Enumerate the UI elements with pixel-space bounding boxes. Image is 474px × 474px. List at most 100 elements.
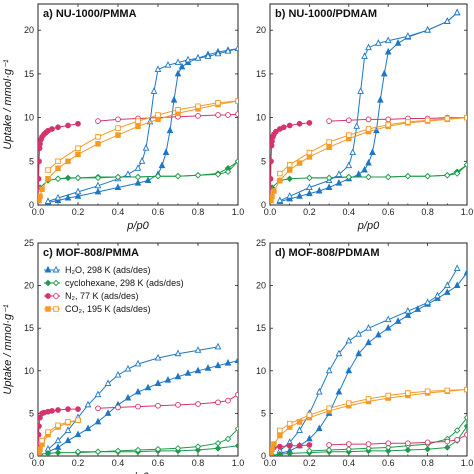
x-tick-label: 0.6 xyxy=(382,458,395,468)
y-tick-label: 0 xyxy=(261,451,266,461)
data-point xyxy=(38,175,42,182)
data-point xyxy=(104,379,112,387)
data-point xyxy=(306,120,313,126)
data-point xyxy=(225,112,231,118)
data-point xyxy=(365,116,372,123)
data-point xyxy=(39,437,45,444)
data-point xyxy=(464,386,467,393)
data-point xyxy=(365,323,372,331)
data-point xyxy=(235,391,238,398)
data-point xyxy=(74,187,82,195)
y-tick-label: 15 xyxy=(24,323,34,333)
data-point xyxy=(154,353,162,361)
data-point xyxy=(224,358,232,366)
legend-entry-label: H₂O, 298 K (ads/des) xyxy=(65,265,151,275)
data-point xyxy=(142,143,150,151)
data-point xyxy=(270,193,275,200)
data-point xyxy=(184,369,192,376)
y-tick-label: 5 xyxy=(29,408,34,418)
data-point xyxy=(134,387,142,395)
data-point xyxy=(434,291,441,299)
data-point xyxy=(463,414,467,421)
data-point xyxy=(38,446,43,452)
data-point xyxy=(286,192,294,199)
data-point xyxy=(443,17,451,24)
data-point xyxy=(296,160,303,166)
data-point xyxy=(404,172,412,180)
data-point xyxy=(235,111,238,117)
data-point xyxy=(369,148,376,156)
data-point xyxy=(134,359,142,367)
x-tick-label: 0.4 xyxy=(343,458,356,468)
data-point xyxy=(270,175,274,182)
data-point xyxy=(75,417,81,423)
data-point xyxy=(234,44,238,52)
data-point xyxy=(64,193,72,201)
panel-title: b) NU-1000/PDMAM xyxy=(275,8,377,20)
data-point xyxy=(195,113,201,119)
data-point xyxy=(306,154,313,160)
data-point xyxy=(346,400,352,406)
x-axis-label: p/p0 xyxy=(126,471,149,474)
data-point xyxy=(405,390,411,396)
data-point xyxy=(74,448,82,455)
data-point xyxy=(286,162,293,168)
data-point xyxy=(385,392,391,399)
x-tick-label: 0.0 xyxy=(32,207,45,217)
data-point xyxy=(174,372,182,380)
legend-marker-open xyxy=(52,265,60,273)
data-point xyxy=(325,183,333,190)
legend-marker-open xyxy=(53,293,59,299)
data-point xyxy=(464,114,467,121)
data-point xyxy=(135,403,141,410)
data-point xyxy=(345,173,353,181)
data-point xyxy=(174,58,182,66)
x-tick-label: 0.4 xyxy=(112,458,125,468)
data-point xyxy=(453,8,461,16)
data-point xyxy=(44,450,52,456)
data-point xyxy=(215,399,221,406)
data-point xyxy=(134,178,142,186)
data-point xyxy=(135,118,141,124)
data-point xyxy=(162,148,170,156)
data-point xyxy=(74,192,82,199)
data-point xyxy=(394,317,402,324)
data-point xyxy=(215,112,221,118)
data-point xyxy=(65,158,71,165)
x-tick-label: 0.4 xyxy=(343,207,356,217)
data-point xyxy=(280,124,287,131)
data-point xyxy=(144,383,152,391)
data-point xyxy=(405,440,411,447)
x-tick-label: 0.2 xyxy=(303,207,316,217)
data-point xyxy=(154,379,162,387)
data-point xyxy=(404,446,412,454)
data-point xyxy=(385,121,391,128)
data-point xyxy=(286,450,293,456)
data-point xyxy=(214,445,222,452)
data-point xyxy=(115,404,121,411)
data-point xyxy=(276,451,284,456)
panel-2: 0.0 0.2 0.4 0.6 0.8 1.0 0 5 10 15 20 b) NU-1000/PDM… xyxy=(256,3,473,232)
data-point xyxy=(124,364,132,372)
data-point xyxy=(355,329,362,337)
data-point xyxy=(54,193,62,201)
data-point xyxy=(365,173,372,181)
data-point xyxy=(215,100,221,106)
data-point xyxy=(315,186,323,194)
data-point xyxy=(214,439,222,447)
data-point xyxy=(286,122,293,129)
panels: 0.0 0.2 0.4 0.6 0.8 1.0 0 5 10 15 20 a) NU-1000/PMM… xyxy=(2,3,473,474)
data-point xyxy=(94,187,102,195)
data-point xyxy=(114,173,122,181)
data-point xyxy=(94,390,102,398)
y-tick-label: 5 xyxy=(261,408,266,418)
series-line xyxy=(309,417,467,452)
y-tick-label: 10 xyxy=(24,366,34,376)
x-tick-label: 0.8 xyxy=(192,458,205,468)
data-point xyxy=(306,183,313,190)
data-point xyxy=(385,440,392,447)
x-tick-label: 0.0 xyxy=(264,207,277,217)
data-point xyxy=(463,422,467,430)
x-tick-label: 0.4 xyxy=(112,207,125,217)
data-point xyxy=(353,122,361,129)
